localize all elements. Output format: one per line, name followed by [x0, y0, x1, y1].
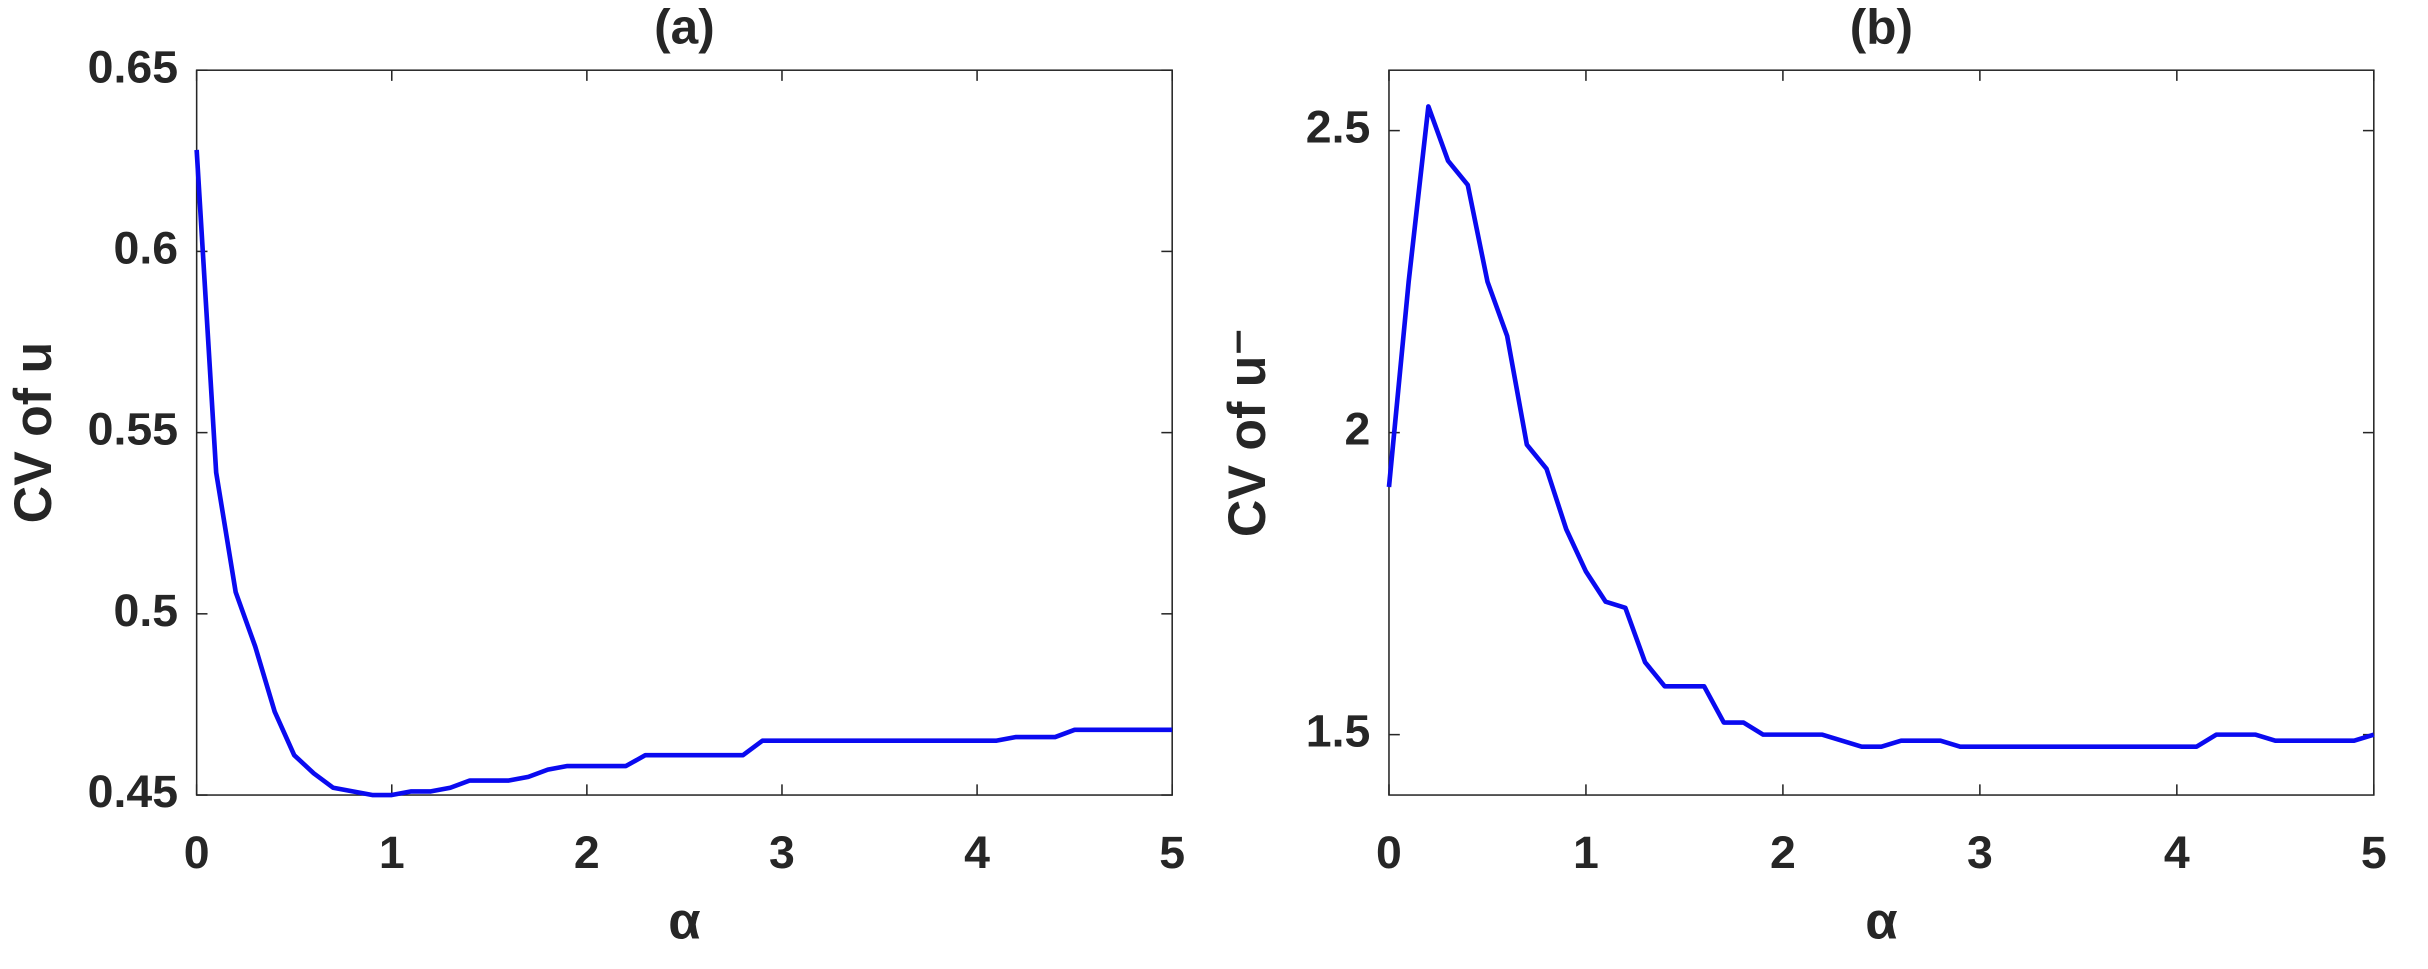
data-line — [194, 149, 1173, 798]
y-tick-label: 0.55 — [88, 403, 178, 455]
y-axis-label: CV of u — [5, 342, 63, 524]
x-tick-label: 4 — [2164, 826, 2190, 878]
x-axis-label: α — [668, 893, 700, 951]
x-tick-label: 5 — [1159, 826, 1185, 878]
x-axis-label: α — [1865, 893, 1897, 951]
y-tick-label: 2 — [1345, 403, 1371, 455]
y-tick-label: 0.5 — [113, 584, 178, 636]
x-tick-label: 0 — [1376, 826, 1402, 878]
y-tick-label: 0.45 — [88, 765, 178, 817]
y-tick-label: 0.6 — [113, 222, 178, 274]
x-tick-label: 3 — [1967, 826, 1993, 878]
y-axis-label: CV of u⁻ — [1219, 328, 1277, 537]
y-tick-label: 0.65 — [88, 41, 178, 93]
x-tick-label: 2 — [1770, 826, 1796, 878]
x-tick-label: 5 — [2361, 826, 2387, 878]
data-line — [1386, 104, 2375, 750]
x-tick-label: 4 — [964, 826, 990, 878]
chart-title: (b) — [1850, 0, 1913, 54]
x-tick-label: 1 — [379, 826, 405, 878]
x-tick-label: 1 — [1573, 826, 1599, 878]
chart-title: (a) — [654, 0, 715, 54]
axes-box — [195, 69, 1173, 796]
axes-box — [1388, 69, 2375, 796]
x-tick-label: 2 — [574, 826, 600, 878]
x-tick-label: 0 — [184, 826, 210, 878]
y-tick-label: 1.5 — [1306, 705, 1371, 757]
y-tick-label: 2.5 — [1306, 101, 1371, 153]
x-tick-label: 3 — [769, 826, 795, 878]
